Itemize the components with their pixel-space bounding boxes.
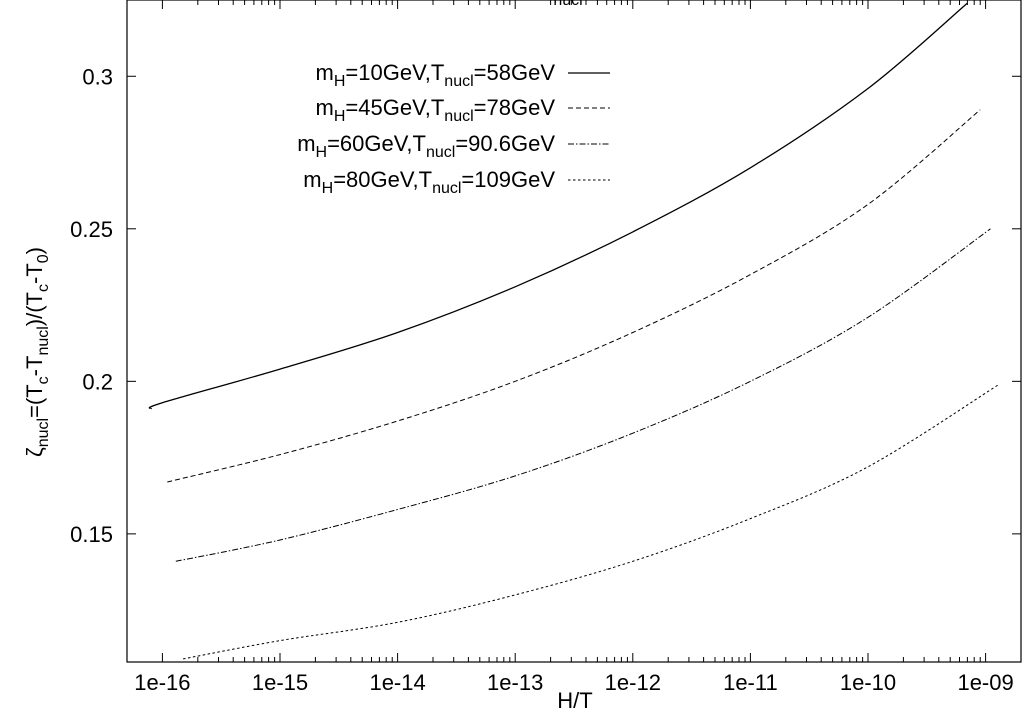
series-line-4: [183, 383, 1000, 660]
x-tick-label: 1e-14: [369, 670, 425, 695]
legend-1-p1-sub: H: [334, 73, 346, 90]
legend-label-1: mH=10GeV,Tnucl=58GeV: [316, 60, 556, 90]
legend-1-p3: =58GeV: [474, 60, 556, 85]
y-label-zeta: ζ: [22, 447, 47, 457]
y-tick-label: 0.15: [70, 522, 113, 547]
y-label-part1: =(T: [22, 384, 47, 418]
x-tick-label: 1e-16: [134, 670, 190, 695]
y-axis: 0.15 0.2 0.25 0.3: [70, 64, 1021, 547]
legend-1-p2: =10GeV,T: [345, 60, 444, 85]
legend-2-p1-sub: H: [334, 108, 346, 125]
x-tick-label: 1e-15: [252, 670, 308, 695]
x-axis: 1e-16 1e-15 1e-14 1e-13 1e-12 1e-11 1e-10 1e-09: [134, 0, 1022, 695]
top-label-fragment: nucl: [553, 0, 582, 9]
legend-2-p2: =45GeV,T: [345, 95, 444, 120]
legend-3-p3: =90.6GeV: [455, 131, 555, 156]
x-tick-label: 1e-11: [723, 670, 778, 695]
y-label-part2: -T: [22, 356, 47, 377]
y-tick-label: 0.25: [70, 217, 113, 242]
y-label-sub-nucl2: nucl: [35, 326, 52, 355]
legend-entry-4: mH=80GeV,Tnucl=109GeV: [303, 167, 610, 197]
y-label-sub-nucl: nucl: [35, 418, 52, 447]
legend-2-p1: m: [316, 95, 334, 120]
legend-label-4: mH=80GeV,Tnucl=109GeV: [303, 167, 555, 197]
y-axis-label: ζnucl=(Tc-Tnucl)/(Tc-T0): [22, 247, 52, 457]
legend-2-p3: =78GeV: [474, 95, 556, 120]
legend-label-2: mH=45GeV,Tnucl=78GeV: [316, 95, 556, 125]
legend-3-p1-sub: H: [316, 144, 328, 161]
y-label-sub-0: 0: [35, 254, 52, 263]
legend-1-p1: m: [316, 60, 334, 85]
legend-3-p2-sub: nucl: [426, 144, 455, 161]
plot-frame: [126, 0, 1022, 663]
series-line-3: [175, 228, 991, 562]
legend-entry-1: mH=10GeV,Tnucl=58GeV: [316, 60, 610, 90]
legend: mH=10GeV,Tnucl=58GeV mH=45GeV,Tnucl=78Ge…: [297, 60, 610, 197]
legend-1-p2-sub: nucl: [444, 73, 473, 90]
y-label-end: ): [22, 247, 47, 254]
x-tick-label: 1e-10: [840, 670, 896, 695]
y-tick-label: 0.2: [82, 369, 113, 394]
legend-2-p2-sub: nucl: [444, 108, 473, 125]
legend-3-p2: =60GeV,T: [327, 131, 426, 156]
y-label-sub-c1: c: [35, 376, 52, 384]
legend-4-p2: =80GeV,T: [333, 167, 432, 192]
y-label-sub-c2: c: [35, 284, 52, 292]
series-layer: [148, 2, 1000, 660]
y-label-part3: )/(T: [22, 292, 47, 326]
legend-4-p3: =109GeV: [461, 167, 555, 192]
x-tick-label: 1e-13: [487, 670, 543, 695]
x-tick-label: 1e-12: [605, 670, 661, 695]
y-tick-label: 0.3: [82, 64, 113, 89]
series-line-1: [148, 2, 968, 410]
legend-entry-2: mH=45GeV,Tnucl=78GeV: [316, 95, 610, 125]
legend-3-p1: m: [297, 131, 315, 156]
legend-4-p2-sub: nucl: [432, 180, 461, 197]
legend-4-p1-sub: H: [322, 180, 334, 197]
legend-4-p1: m: [303, 167, 321, 192]
series-line-2: [167, 109, 981, 483]
x-axis-label: H/T: [557, 688, 592, 713]
legend-label-3: mH=60GeV,Tnucl=90.6GeV: [297, 131, 555, 161]
x-tick-label: 1e-09: [957, 670, 1013, 695]
legend-entry-3: mH=60GeV,Tnucl=90.6GeV: [297, 131, 610, 161]
y-label-part4: -T: [22, 263, 47, 284]
